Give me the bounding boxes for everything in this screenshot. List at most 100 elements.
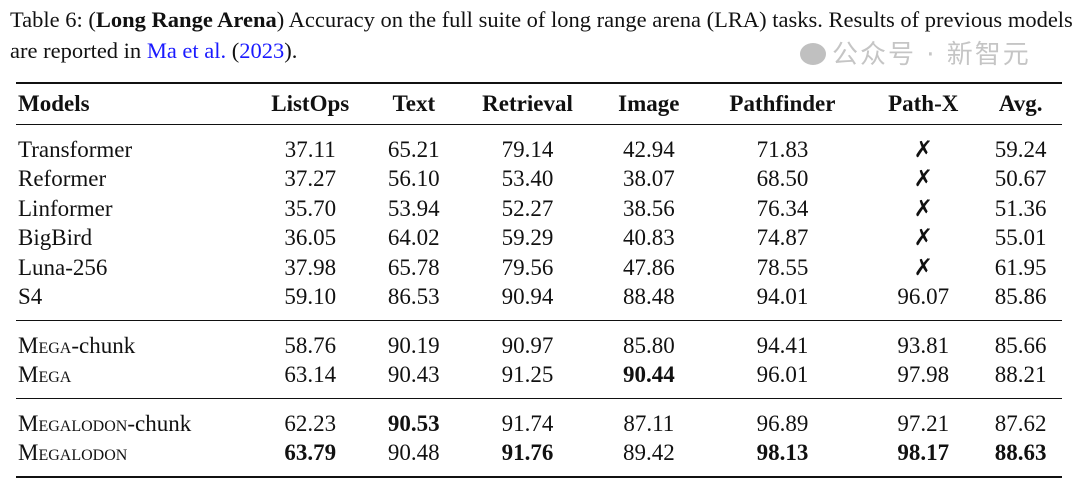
model-name-text: -chunk (127, 410, 192, 436)
score-cell: 86.53 (387, 284, 440, 310)
column-header: Pathfinder (729, 91, 836, 116)
score-cell: 59.24 (994, 136, 1047, 162)
score-cell: 97.98 (897, 362, 950, 388)
table-row: S4 59.10 86.53 90.94 88.48 94.01 96.07 85.86 (16, 283, 1062, 321)
score-cell: 87.11 (623, 410, 675, 436)
caption-paren: ( (226, 38, 240, 63)
column-header: Image (618, 91, 680, 116)
watermark-text: 公众号 · 新智元 (832, 40, 1031, 70)
lra-results-table: Models ListOps Text Retrieval Image Pathfinde… (16, 82, 1062, 478)
score-cell: 74.87 (756, 225, 809, 251)
wechat-icon (800, 43, 826, 65)
score-cell: 37.98 (284, 254, 337, 280)
column-header: Retrieval (482, 91, 573, 116)
score-cell: 78.55 (756, 254, 809, 280)
score-cell: 40.83 (622, 225, 675, 251)
score-cell: 88.63 (994, 440, 1047, 466)
citation-link-year[interactable]: 2023 (239, 38, 285, 63)
model-name: Luna-256 (16, 253, 248, 283)
column-header: ListOps (271, 91, 350, 116)
table-row: Transformer 37.11 65.21 79.14 42.94 71.83 ✗ 59.… (16, 125, 1062, 165)
score-cell: 53.40 (501, 166, 554, 192)
score-cell: 96.89 (756, 410, 809, 436)
score-cell: 58.76 (284, 332, 337, 358)
table-row: Megalodon-chunk 62.23 90.53 91.74 87.11 96.89… (16, 398, 1062, 439)
score-cell: 90.94 (501, 284, 554, 310)
score-cell: 47.86 (622, 254, 675, 280)
score-cell: 87.62 (994, 410, 1047, 436)
score-cell: 79.14 (501, 136, 554, 162)
watermark: 公众号 · 新智元 (800, 38, 1031, 72)
score-cell: 65.21 (387, 136, 440, 162)
score-cell: 91.74 (501, 410, 554, 436)
score-cell: 62.23 (284, 410, 337, 436)
score-cell: 36.05 (284, 225, 337, 251)
model-name-smallcaps: Mega (18, 362, 72, 388)
model-name: Reformer (16, 165, 248, 195)
score-cell: 96.01 (756, 362, 809, 388)
score-cell: 37.27 (284, 166, 337, 192)
score-cell: 68.50 (756, 166, 809, 192)
score-cell: 56.10 (387, 166, 440, 192)
model-name-text: Transformer (18, 136, 133, 162)
model-name: Megalodon-chunk (16, 399, 248, 439)
score-cell: 59.10 (284, 284, 337, 310)
model-name: Mega-chunk (16, 321, 248, 361)
score-cell: 38.07 (622, 166, 675, 192)
score-cell: ✗ (913, 166, 933, 193)
model-name-text: Reformer (18, 166, 107, 192)
score-cell: 50.67 (994, 166, 1047, 192)
score-cell: 85.80 (622, 332, 675, 358)
score-cell: 90.44 (622, 362, 675, 388)
score-cell: 37.11 (284, 136, 336, 162)
table-row: Linformer 35.70 53.94 52.27 38.56 76.34 ✗ 51.36 (16, 194, 1062, 224)
model-name-text: BigBird (18, 225, 93, 251)
score-cell: 64.02 (387, 225, 440, 251)
score-cell: 98.17 (897, 440, 950, 466)
score-cell: 90.48 (387, 440, 440, 466)
score-cell: 35.70 (284, 195, 337, 221)
table-row: Luna-256 37.98 65.78 79.56 47.86 78.55 ✗ 61.95 (16, 253, 1062, 283)
model-name-text: Linformer (18, 195, 113, 221)
column-header: Models (18, 91, 90, 116)
table-row: BigBird 36.05 64.02 59.29 40.83 74.87 ✗ 55.01 (16, 224, 1062, 254)
score-cell: 79.56 (501, 254, 554, 280)
score-cell: 52.27 (501, 195, 554, 221)
model-name-text: -chunk (71, 332, 136, 358)
score-cell: 53.94 (387, 195, 440, 221)
score-cell: 71.83 (756, 136, 809, 162)
score-cell: 63.14 (284, 362, 337, 388)
column-header: Path-X (888, 91, 959, 116)
score-cell: 88.48 (622, 284, 675, 310)
citation-link-author[interactable]: Ma et al. (146, 38, 227, 63)
score-cell: ✗ (913, 225, 933, 252)
model-name-text: S4 (18, 284, 43, 310)
score-cell: 90.19 (387, 332, 440, 358)
score-cell: 97.21 (897, 410, 950, 436)
model-name: BigBird (16, 224, 248, 254)
table-row: Mega-chunk 58.76 90.19 90.97 85.80 94.41 93.81… (16, 320, 1062, 361)
score-cell: 91.76 (501, 440, 554, 466)
score-cell: 61.95 (994, 254, 1047, 280)
caption-end: ). (284, 38, 298, 63)
score-cell: 51.36 (994, 195, 1047, 221)
model-name: Megalodon (16, 439, 248, 478)
score-cell: 85.66 (994, 332, 1047, 358)
model-name-smallcaps: Megalodon (18, 410, 128, 436)
header-row: Models ListOps Text Retrieval Image Pathfinde… (16, 83, 1062, 125)
model-name-smallcaps: Mega (18, 332, 72, 358)
caption-title: Long Range Arena (95, 7, 277, 32)
score-cell: 38.56 (622, 195, 675, 221)
score-cell: 76.34 (756, 195, 809, 221)
score-cell: 88.21 (994, 362, 1047, 388)
score-cell: 98.13 (756, 440, 809, 466)
model-name: Linformer (16, 194, 248, 224)
score-cell: ✗ (913, 254, 933, 281)
score-cell: 89.42 (622, 440, 675, 466)
score-cell: 59.29 (501, 225, 554, 251)
score-cell: 94.01 (756, 284, 809, 310)
model-name-smallcaps: Megalodon (18, 440, 128, 466)
score-cell: 96.07 (897, 284, 950, 310)
score-cell: ✗ (913, 136, 933, 163)
score-cell: 90.53 (387, 410, 440, 436)
